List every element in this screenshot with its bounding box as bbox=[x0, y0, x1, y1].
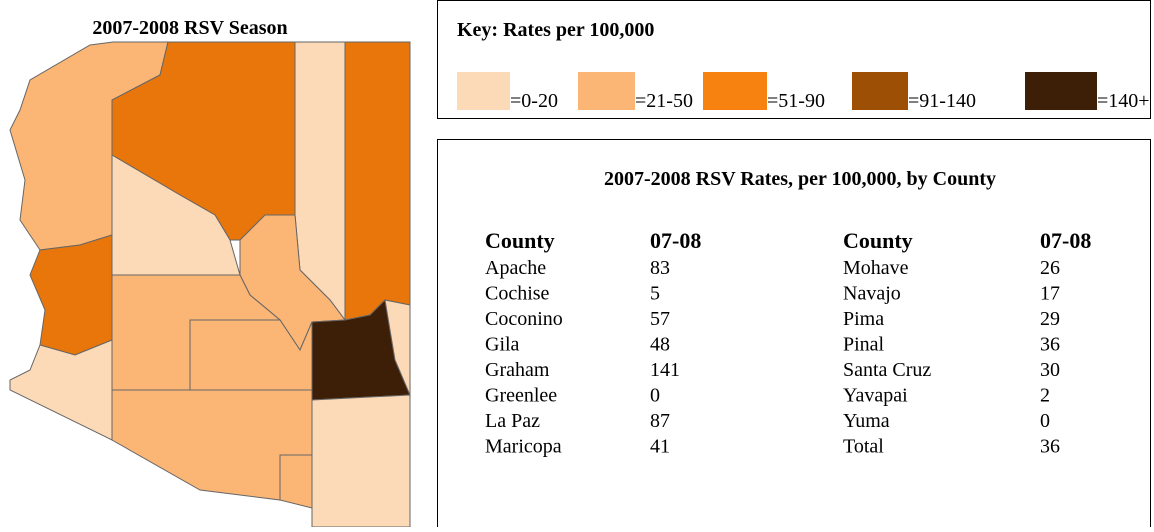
table-title: 2007-2008 RSV Rates, per 100,000, by Cou… bbox=[604, 168, 996, 190]
table-box bbox=[437, 139, 1151, 532]
county-cell: Gila bbox=[485, 334, 520, 356]
county-cell: Yuma bbox=[843, 410, 890, 432]
county-santa-cruz bbox=[279, 454, 313, 509]
county-la-paz bbox=[29, 234, 113, 356]
key-swatch bbox=[1025, 72, 1097, 110]
column-header: 07-08 bbox=[650, 228, 701, 253]
county-cell: Santa Cruz bbox=[843, 359, 931, 381]
rate-cell: 36 bbox=[1040, 334, 1060, 356]
rate-cell: 26 bbox=[1040, 257, 1060, 279]
county-cell: Mohave bbox=[843, 257, 909, 279]
county-cell: Pima bbox=[843, 308, 884, 330]
county-cochise bbox=[311, 394, 411, 528]
key-items: =0-20 =21-50 =51-90 =91-140 =140+ bbox=[457, 72, 1150, 112]
rate-cell: 29 bbox=[1040, 308, 1060, 330]
county-cell: Total bbox=[843, 436, 884, 458]
rate-cell: 57 bbox=[650, 308, 670, 330]
key-label: =140+ bbox=[1097, 90, 1150, 112]
county-cell: Greenlee bbox=[485, 385, 557, 407]
county-cell: Graham bbox=[485, 359, 550, 381]
column-header: 07-08 bbox=[1040, 228, 1091, 253]
rate-cell: 83 bbox=[650, 257, 670, 279]
key-swatch bbox=[578, 72, 635, 110]
table: County 07-08 County 07-08 Apache 83 Mohave 26 Co… bbox=[485, 228, 1091, 458]
county-cell: Pinal bbox=[843, 334, 885, 356]
rate-cell: 41 bbox=[650, 436, 670, 458]
rate-cell: 0 bbox=[650, 385, 660, 407]
rate-cell: 48 bbox=[650, 334, 670, 356]
rate-cell: 87 bbox=[650, 410, 670, 432]
rate-cell: 36 bbox=[1040, 436, 1060, 458]
rate-cell: 5 bbox=[650, 283, 660, 305]
rate-cell: 0 bbox=[1040, 410, 1050, 432]
rate-cell: 141 bbox=[650, 359, 680, 381]
arizona-map bbox=[9, 41, 411, 528]
key-box bbox=[437, 0, 1151, 119]
rate-cell: 2 bbox=[1040, 385, 1050, 407]
county-cell: Yavapai bbox=[843, 385, 908, 407]
column-header: County bbox=[843, 228, 913, 253]
key-swatch bbox=[457, 72, 510, 110]
county-yuma bbox=[9, 339, 113, 441]
county-cell: Cochise bbox=[485, 283, 550, 305]
key-label: =51-90 bbox=[767, 90, 825, 112]
key-title: Key: Rates per 100,000 bbox=[457, 19, 654, 41]
key-swatch bbox=[703, 72, 767, 110]
county-cell: La Paz bbox=[485, 410, 540, 432]
county-apache bbox=[344, 41, 411, 321]
key-label: =91-140 bbox=[908, 90, 976, 112]
county-cell: Apache bbox=[485, 257, 546, 279]
county-cell: Coconino bbox=[485, 308, 563, 330]
county-cell: Maricopa bbox=[485, 436, 562, 458]
key-label: =0-20 bbox=[510, 90, 558, 112]
county-cell: Navajo bbox=[843, 283, 901, 305]
map-title: 2007-2008 RSV Season bbox=[92, 17, 287, 39]
key-swatch bbox=[852, 72, 908, 110]
key-label: =21-50 bbox=[635, 90, 693, 112]
column-header: County bbox=[485, 228, 555, 253]
rate-cell: 30 bbox=[1040, 359, 1060, 381]
rate-cell: 17 bbox=[1040, 283, 1060, 305]
